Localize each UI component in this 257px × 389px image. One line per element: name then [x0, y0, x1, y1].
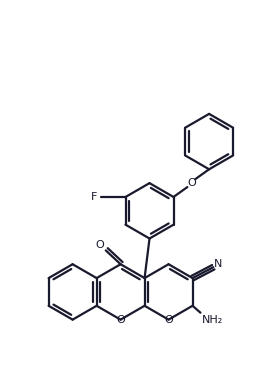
- Text: NH₂: NH₂: [202, 315, 223, 325]
- Text: N: N: [214, 259, 223, 269]
- Text: F: F: [91, 192, 97, 202]
- Text: O: O: [187, 178, 196, 188]
- Text: O: O: [95, 240, 104, 251]
- Text: O: O: [164, 315, 173, 325]
- Text: O: O: [116, 315, 125, 325]
